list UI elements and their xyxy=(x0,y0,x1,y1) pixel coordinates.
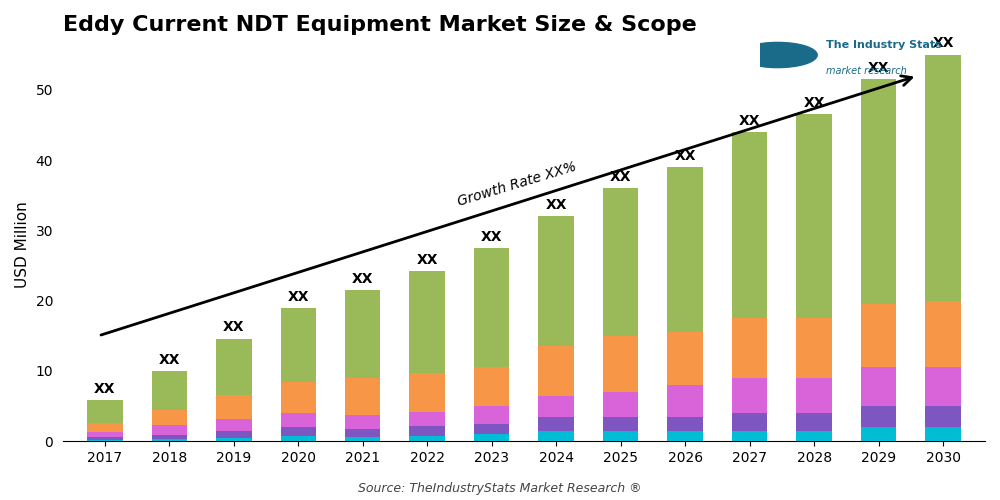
Bar xyxy=(796,413,832,430)
Bar xyxy=(796,378,832,413)
Y-axis label: USD Million: USD Million xyxy=(15,201,30,288)
Text: XX: XX xyxy=(739,114,760,128)
Bar xyxy=(667,385,703,416)
Bar xyxy=(409,373,445,412)
Bar xyxy=(732,378,767,413)
Bar xyxy=(603,392,638,416)
Bar xyxy=(281,382,316,413)
Bar xyxy=(474,406,509,423)
Text: XX: XX xyxy=(932,36,954,51)
Text: XX: XX xyxy=(223,320,245,334)
Text: XX: XX xyxy=(674,149,696,163)
Bar xyxy=(409,412,445,426)
Bar xyxy=(216,395,252,419)
Text: XX: XX xyxy=(352,272,373,286)
Bar xyxy=(667,416,703,430)
Bar xyxy=(87,438,123,440)
Bar xyxy=(216,338,252,395)
Text: XX: XX xyxy=(94,382,116,396)
Bar xyxy=(925,54,961,300)
Text: Eddy Current NDT Equipment Market Size & Scope: Eddy Current NDT Equipment Market Size &… xyxy=(63,15,697,35)
Bar xyxy=(409,271,445,373)
Bar xyxy=(732,318,767,378)
Bar xyxy=(732,132,767,318)
Bar xyxy=(732,413,767,430)
Bar xyxy=(796,430,832,442)
Bar xyxy=(603,188,638,336)
Bar xyxy=(538,216,574,346)
Bar xyxy=(796,114,832,318)
Bar xyxy=(732,430,767,442)
Bar xyxy=(667,167,703,332)
Bar xyxy=(925,368,961,406)
Text: XX: XX xyxy=(288,290,309,304)
Bar xyxy=(281,427,316,436)
Bar xyxy=(281,413,316,427)
Text: XX: XX xyxy=(159,353,180,367)
Bar xyxy=(861,368,896,406)
Bar xyxy=(345,428,380,437)
Bar xyxy=(281,436,316,442)
Bar xyxy=(345,290,380,378)
Bar xyxy=(925,300,961,368)
Bar xyxy=(87,432,123,438)
Bar xyxy=(861,427,896,442)
Bar xyxy=(474,368,509,406)
Bar xyxy=(281,308,316,382)
Bar xyxy=(538,430,574,442)
Text: XX: XX xyxy=(868,61,889,75)
Bar xyxy=(152,426,187,434)
Bar xyxy=(152,372,187,410)
Bar xyxy=(538,346,574,396)
Bar xyxy=(87,422,123,432)
Bar xyxy=(667,430,703,442)
Bar xyxy=(409,426,445,436)
Bar xyxy=(216,432,252,438)
Bar xyxy=(925,406,961,427)
Bar xyxy=(87,400,123,422)
Bar xyxy=(87,440,123,442)
Text: market research: market research xyxy=(826,66,907,76)
Text: XX: XX xyxy=(545,198,567,212)
Bar xyxy=(152,410,187,426)
Text: XX: XX xyxy=(481,230,502,244)
Bar xyxy=(538,396,574,416)
Text: XX: XX xyxy=(610,170,631,184)
Bar xyxy=(216,420,252,432)
Bar xyxy=(603,416,638,430)
Bar xyxy=(474,248,509,368)
Bar xyxy=(861,406,896,427)
Bar xyxy=(152,434,187,439)
Bar xyxy=(796,318,832,378)
Bar xyxy=(667,332,703,385)
Text: XX: XX xyxy=(803,96,825,110)
Text: The Industry Stats: The Industry Stats xyxy=(826,40,942,50)
Bar xyxy=(152,439,187,442)
Bar xyxy=(474,434,509,442)
Bar xyxy=(603,430,638,442)
Circle shape xyxy=(738,42,817,68)
Bar xyxy=(474,424,509,434)
Bar xyxy=(861,80,896,304)
Bar xyxy=(925,427,961,442)
Text: Growth Rate XX%: Growth Rate XX% xyxy=(455,160,578,210)
Bar xyxy=(409,436,445,442)
Bar xyxy=(861,304,896,368)
Bar xyxy=(345,378,380,414)
Bar xyxy=(538,416,574,430)
Text: XX: XX xyxy=(416,253,438,267)
Bar xyxy=(345,414,380,428)
Bar xyxy=(216,438,252,442)
Text: Source: TheIndustryStats Market Research ®: Source: TheIndustryStats Market Research… xyxy=(358,482,642,495)
Bar xyxy=(603,336,638,392)
Bar xyxy=(345,437,380,442)
